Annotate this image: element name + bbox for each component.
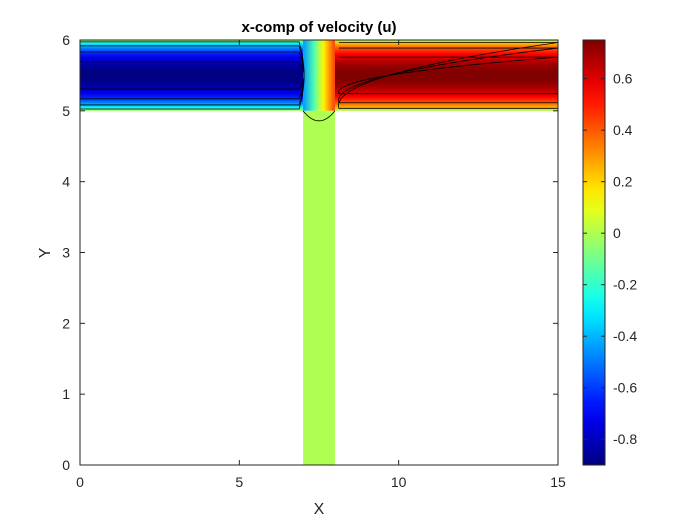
x-axis: 0 5 10 15 (76, 40, 566, 490)
y-tick-label: 4 (62, 174, 70, 190)
y-tick-label: 3 (62, 245, 70, 261)
colorbar-tick-label: -0.4 (613, 328, 637, 344)
field-stem (303, 110, 335, 465)
colorbar-tick-label: -0.6 (613, 380, 637, 396)
colorbar-tick-label: 0 (613, 225, 621, 241)
y-axis: 0 1 2 3 4 5 6 (62, 32, 558, 473)
x-tick-label: 5 (235, 474, 243, 490)
chart-title: x-comp of velocity (u) (241, 19, 396, 36)
x-axis-label: X (314, 501, 325, 518)
plot-area (80, 40, 558, 465)
y-tick-label: 6 (62, 32, 70, 48)
contour-lines (80, 41, 558, 122)
y-axis-label: Y (37, 247, 54, 258)
field-left-channel (80, 40, 304, 111)
colorbar-tick-label: -0.2 (613, 277, 637, 293)
colorbar-box (582, 39, 606, 466)
contour-line (80, 41, 305, 110)
x-tick-label: 15 (550, 474, 566, 490)
colorbar-ticks: -0.8 -0.6 -0.4 -0.2 0 0.2 0.4 0.6 (583, 71, 637, 447)
colorbar-tick-label: -0.8 (613, 431, 637, 447)
colorbar: -0.8 -0.6 -0.4 -0.2 0 0.2 0.4 0.6 (582, 39, 637, 466)
field-junction-blend (303, 40, 335, 111)
y-tick-label: 1 (62, 386, 70, 402)
y-tick-label: 0 (62, 457, 70, 473)
y-tick-label: 2 (62, 315, 70, 331)
colorbar-tick-label: 0.4 (613, 122, 633, 138)
contour-line (338, 56, 558, 95)
colorbar-fill (583, 40, 605, 465)
colorbar-tick-label: 0.2 (613, 174, 633, 190)
field-right-channel (334, 40, 558, 111)
x-tick-label: 10 (391, 474, 407, 490)
x-tick-label: 0 (76, 474, 84, 490)
contour-line (302, 110, 336, 122)
y-tick-label: 5 (62, 103, 70, 119)
colorbar-tick-label: 0.6 (613, 71, 633, 87)
